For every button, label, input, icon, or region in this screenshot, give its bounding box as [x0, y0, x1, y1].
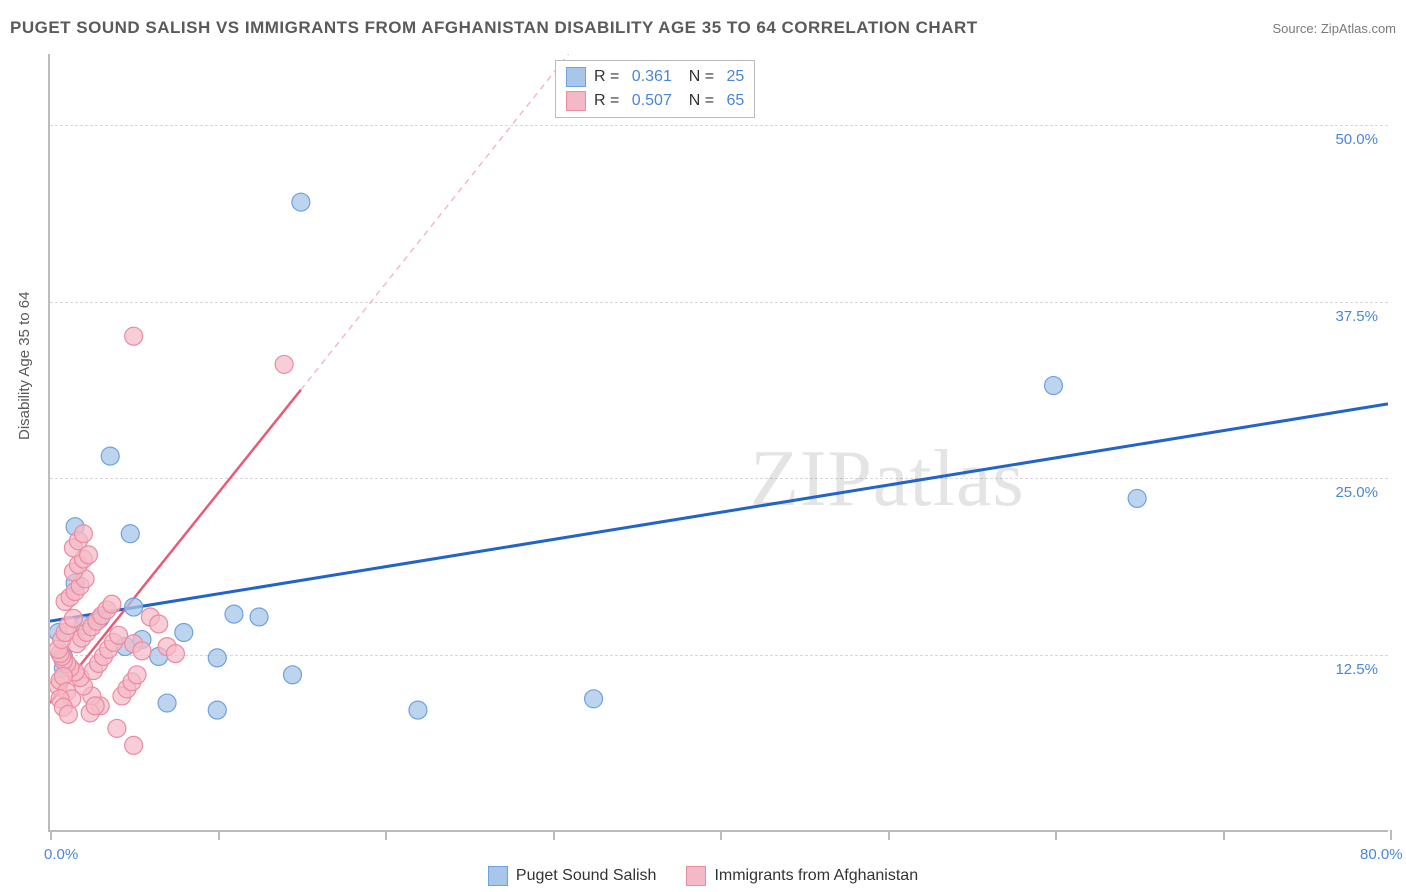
x-tick — [385, 830, 387, 840]
x-tick — [1223, 830, 1225, 840]
data-point — [125, 598, 143, 616]
legend-label-series2: Immigrants from Afghanistan — [714, 867, 918, 885]
data-point — [409, 701, 427, 719]
chart-title: PUGET SOUND SALISH VS IMMIGRANTS FROM AF… — [10, 18, 978, 38]
x-tick — [553, 830, 555, 840]
data-point — [1128, 489, 1146, 507]
data-point — [275, 355, 293, 373]
data-point — [86, 697, 104, 715]
data-point — [250, 608, 268, 626]
data-point — [166, 645, 184, 663]
r-value-series2: 0.507 — [632, 92, 672, 110]
r-value-series1: 0.361 — [632, 68, 672, 86]
data-point — [585, 690, 603, 708]
data-point — [108, 719, 126, 737]
swatch-bottom-series2 — [686, 866, 706, 886]
data-point — [54, 667, 72, 685]
x-tick — [1390, 830, 1392, 840]
data-point — [1045, 377, 1063, 395]
swatch-bottom-series1 — [488, 866, 508, 886]
data-point — [175, 623, 193, 641]
x-tick-label: 0.0% — [44, 846, 78, 863]
x-tick — [1055, 830, 1057, 840]
x-tick — [218, 830, 220, 840]
legend-row-series2: R = 0.507 N = 65 — [566, 89, 744, 113]
scatter-svg — [50, 54, 1388, 830]
data-point — [128, 666, 146, 684]
data-point — [64, 609, 82, 627]
data-point — [292, 193, 310, 211]
legend-item-series2: Immigrants from Afghanistan — [686, 866, 918, 886]
swatch-series1 — [566, 67, 586, 87]
trend-line — [50, 404, 1388, 621]
data-point — [74, 525, 92, 543]
data-point — [101, 447, 119, 465]
data-point — [121, 525, 139, 543]
data-point — [208, 701, 226, 719]
data-point — [79, 546, 97, 564]
x-tick-label: 80.0% — [1360, 846, 1403, 863]
data-point — [150, 615, 168, 633]
trend-line-extension — [301, 54, 569, 390]
data-point — [103, 595, 121, 613]
legend-correlation: R = 0.361 N = 25 R = 0.507 N = 65 — [555, 60, 755, 118]
x-tick — [720, 830, 722, 840]
data-point — [158, 694, 176, 712]
legend-row-series1: R = 0.361 N = 25 — [566, 65, 744, 89]
data-point — [125, 327, 143, 345]
x-tick — [888, 830, 890, 840]
legend-label-series1: Puget Sound Salish — [516, 867, 657, 885]
data-point — [225, 605, 243, 623]
data-point — [125, 736, 143, 754]
n-value-series2: 65 — [727, 92, 745, 110]
legend-item-series1: Puget Sound Salish — [488, 866, 657, 886]
legend-series: Puget Sound Salish Immigrants from Afgha… — [0, 866, 1406, 886]
data-point — [208, 649, 226, 667]
chart-plot-area: ZIPatlas 12.5%25.0%37.5%50.0%0.0%80.0% — [48, 54, 1388, 832]
data-point — [133, 642, 151, 660]
n-value-series1: 25 — [727, 68, 745, 86]
title-bar: PUGET SOUND SALISH VS IMMIGRANTS FROM AF… — [10, 18, 1396, 38]
source-label: Source: ZipAtlas.com — [1272, 21, 1396, 36]
data-point — [59, 705, 77, 723]
swatch-series2 — [566, 91, 586, 111]
data-point — [284, 666, 302, 684]
x-tick — [50, 830, 52, 840]
y-axis-label: Disability Age 35 to 64 — [16, 292, 33, 440]
